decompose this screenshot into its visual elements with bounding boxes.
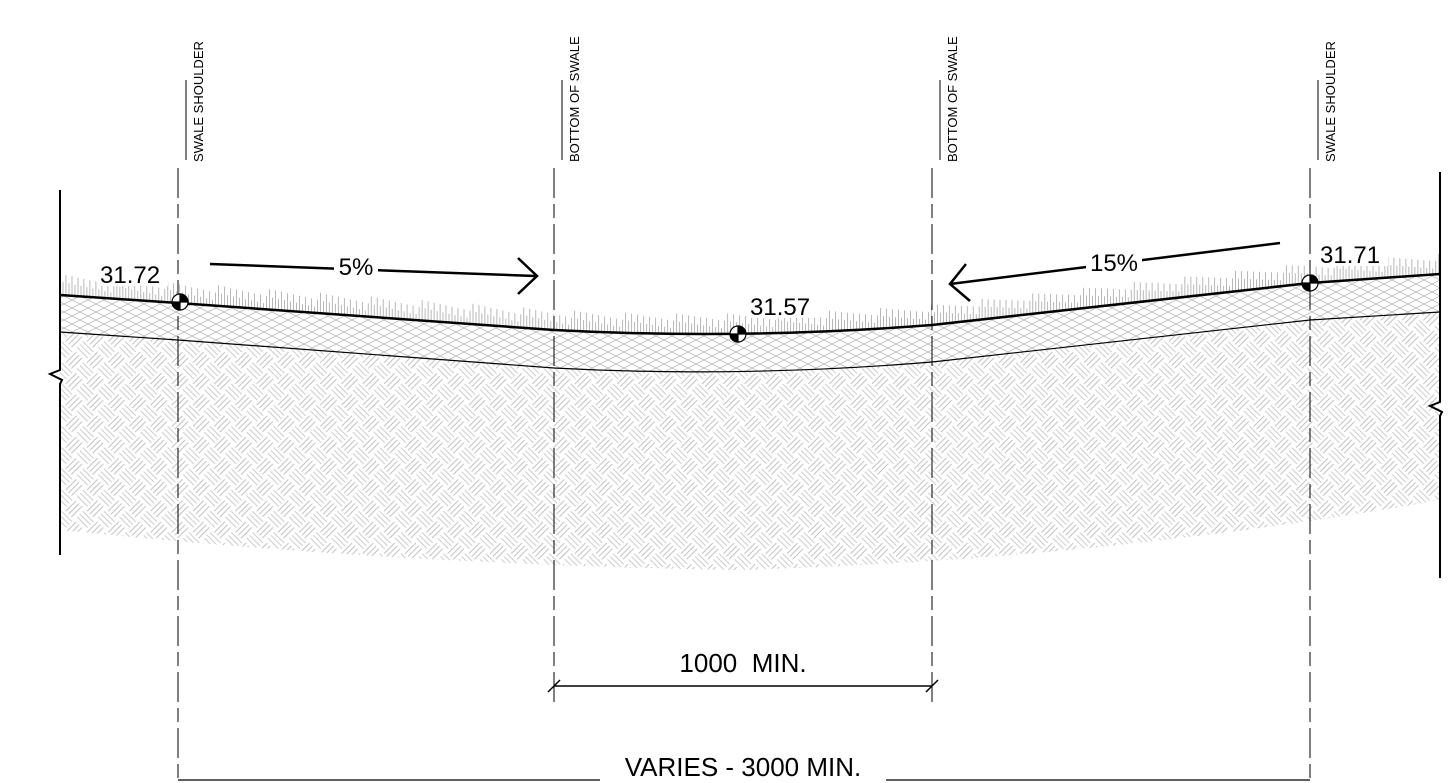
reference-label: SWALE SHOULDER bbox=[1323, 41, 1338, 162]
reference-labels: SWALE SHOULDER BOTTOM OF SWALE BOTTOM OF… bbox=[185, 36, 1338, 162]
dimension-label: VARIES - 3000 MIN. bbox=[625, 752, 862, 782]
elevation-marker bbox=[729, 325, 747, 343]
reference-label: SWALE SHOULDER bbox=[191, 41, 206, 162]
topsoil bbox=[60, 274, 1440, 372]
label-background bbox=[1318, 240, 1388, 266]
subgrade bbox=[60, 312, 1440, 570]
elevation-label: 31.57 bbox=[750, 294, 810, 321]
dimension-label: 1000 MIN. bbox=[679, 648, 806, 678]
elevation-label: 31.72 bbox=[100, 262, 160, 289]
label-background bbox=[334, 252, 378, 278]
reference-label: BOTTOM OF SWALE bbox=[945, 36, 960, 162]
label-background bbox=[600, 748, 886, 783]
slope-label: 15% bbox=[1090, 250, 1138, 277]
label-background bbox=[98, 260, 168, 286]
reference-label: BOTTOM OF SWALE bbox=[567, 36, 582, 162]
slope-label: 5% bbox=[339, 254, 374, 281]
dimension-line bbox=[547, 679, 939, 693]
label-background bbox=[748, 292, 818, 318]
layer-line bbox=[59, 311, 1441, 373]
elevation-marker bbox=[171, 293, 189, 311]
elevation-marker bbox=[1301, 274, 1319, 292]
left-boundary bbox=[47, 190, 64, 555]
elevation-label: 31.71 bbox=[1320, 242, 1380, 269]
right-boundary bbox=[1427, 172, 1444, 578]
label-background bbox=[1086, 248, 1142, 274]
